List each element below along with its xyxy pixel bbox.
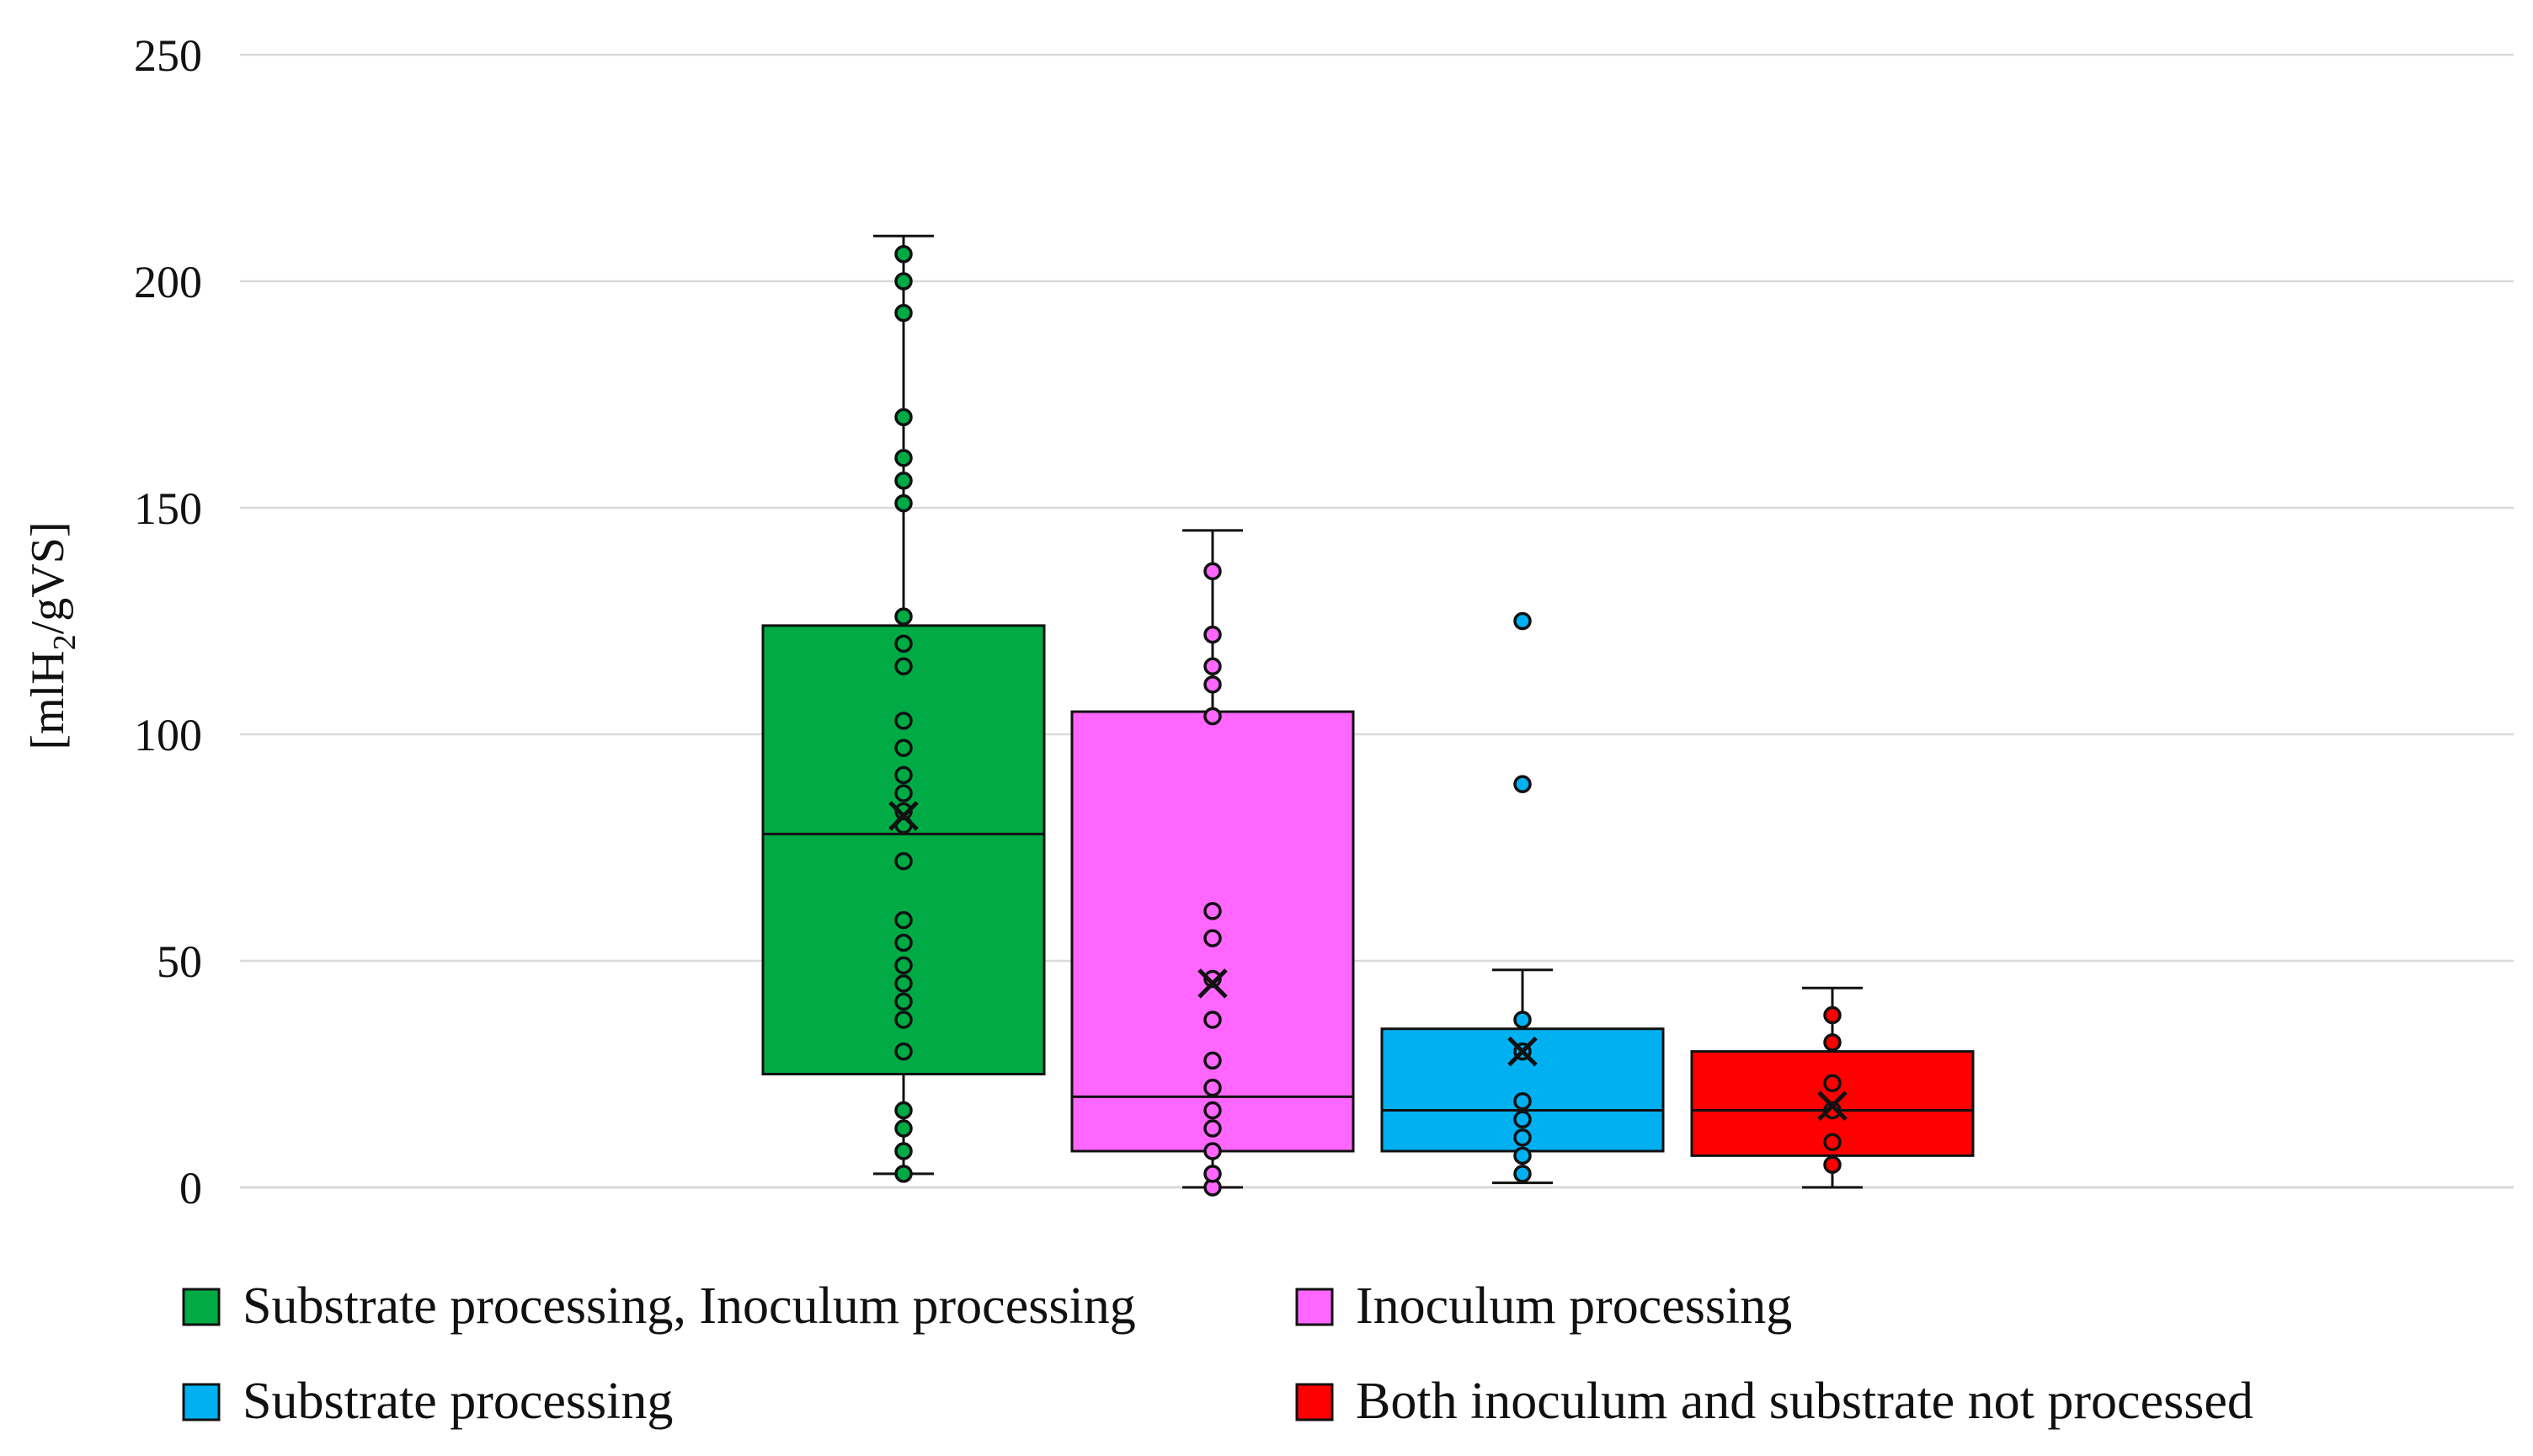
y-tick-label: 100 [134,710,202,760]
y-tick-label: 50 [157,936,202,987]
data-point [1203,1078,1222,1097]
data-point [894,802,913,821]
legend-swatch [1295,1383,1334,1421]
data-point [1203,1142,1222,1160]
data-point [894,408,913,427]
data-point [1203,929,1222,947]
data-point [1203,1011,1222,1029]
mean-marker [1507,1036,1538,1067]
data-point [894,471,913,490]
box-group [761,234,1046,1183]
data-point [1203,675,1222,694]
data-point [894,1011,913,1029]
data-point [894,657,913,676]
data-point [1823,1133,1842,1151]
outlier-point [1513,775,1532,793]
box-group [1690,986,1975,1189]
data-point [894,933,913,952]
data-point [894,1165,913,1183]
data-point [894,303,913,323]
mean-marker [1197,968,1228,999]
data-point [894,974,913,993]
legend: Substrate processing, Inoculum processin… [182,1277,2253,1430]
data-point [894,607,913,626]
data-point [1203,562,1222,581]
data-point [894,739,913,757]
data-point [894,1119,913,1138]
data-point [1513,1011,1532,1029]
data-point [894,956,913,975]
y-tick-label: 250 [134,30,202,81]
mean-marker [1817,1091,1848,1121]
mean-marker [888,801,919,831]
data-point [1203,1165,1222,1183]
data-point [1203,969,1222,989]
legend-item: Substrate processing, Inoculum processin… [182,1277,1136,1335]
data-point [894,765,913,785]
y-tick-label: 200 [134,257,202,307]
data-point [1823,1033,1842,1052]
data-point [1203,625,1222,644]
legend-swatch [1295,1288,1334,1326]
data-point [894,1101,913,1120]
data-point [1823,1101,1842,1120]
legend-swatch [182,1288,221,1326]
data-point [1203,657,1222,676]
y-axis-ticks: 0 50 100 150 200 250 [134,30,202,1213]
data-point [894,910,913,930]
data-point [1203,902,1222,920]
data-point [1513,1146,1532,1165]
data-point [1823,1155,1842,1174]
data-point [1823,1005,1842,1025]
legend-item: Inoculum processing [1295,1277,1792,1335]
legend-item: Substrate processing [182,1373,673,1430]
data-point [1203,1101,1222,1120]
data-point [894,851,913,871]
y-tick-label: 0 [179,1163,202,1213]
legend-label: Substrate processing [243,1373,673,1430]
data-point [1203,1051,1222,1070]
legend-swatch [182,1383,221,1421]
data-point [1203,1119,1222,1138]
data-point [894,784,913,803]
data-point [1513,1128,1532,1147]
data-point [894,244,913,264]
data-point [894,449,913,467]
gridlines [240,53,2514,963]
data-point [894,493,913,513]
data-point [894,272,913,291]
box-series [761,234,1975,1197]
data-point [894,712,913,730]
legend-label: Both inoculum and substrate not processe… [1356,1373,2253,1430]
legend-label: Inoculum processing [1356,1277,1792,1335]
y-tick-label: 150 [134,483,202,534]
data-point [894,1042,913,1061]
box-group [1070,529,1355,1197]
y-axis-title-subscript: 2 [47,634,83,650]
data-point [894,1142,913,1160]
data-point [1513,1110,1532,1129]
box-group [1380,611,1665,1185]
data-point [1823,1074,1842,1093]
legend-label: Substrate processing, Inoculum processin… [243,1277,1136,1335]
data-point [1513,1165,1532,1183]
y-axis-title-tail: /gVS] [22,521,74,634]
data-point [1203,707,1222,726]
data-point [894,992,913,1011]
data-point [1513,1092,1532,1111]
y-axis-title-main: [mlH [22,650,74,749]
data-point [894,634,913,653]
outlier-point [1513,611,1532,631]
y-axis-title: [mlH2/gVS] [22,521,83,749]
legend-item: Both inoculum and substrate not processe… [1295,1373,2253,1430]
